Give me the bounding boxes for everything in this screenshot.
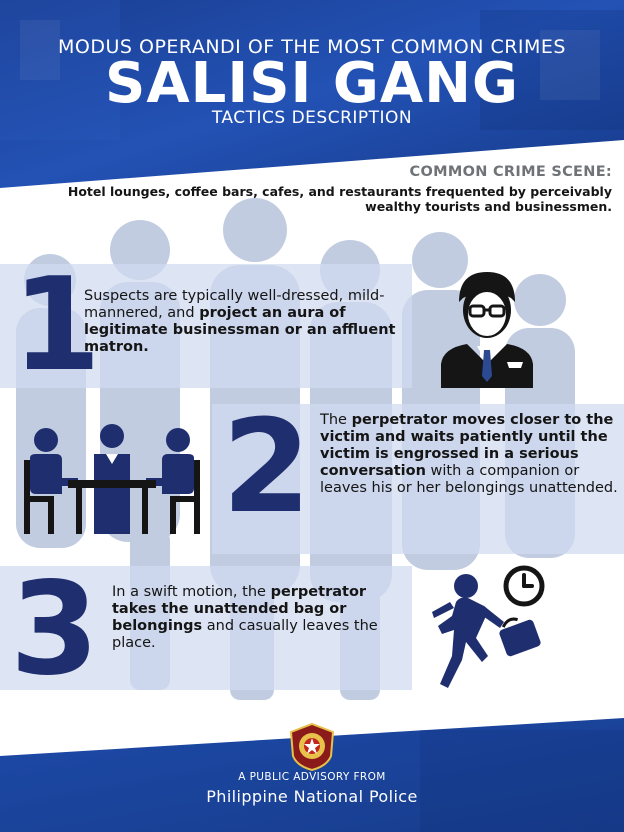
header-banner: MODUS OPERANDI OF THE MOST COMMON CRIMES… (0, 0, 624, 190)
step-3-number: 3 (10, 555, 100, 704)
crime-scene-label: COMMON CRIME SCENE: (409, 164, 612, 180)
footer-banner (0, 718, 624, 832)
step-2-text-part: The (320, 412, 352, 428)
businessman-icon (441, 272, 533, 388)
step-3-text: In a swift motion, the perpetrator takes… (112, 584, 410, 652)
meeting-icon (24, 424, 200, 534)
header-background (0, 0, 624, 188)
pnp-logo-icon (289, 722, 335, 772)
step-1-text: Suspects are typically well-dressed, mil… (84, 288, 409, 356)
step-3-text-part: In a swift motion, the (112, 584, 271, 600)
step-1-text-emphasis: project an aura of legitimate businessma… (84, 305, 396, 355)
header-tagline: TACTICS DESCRIPTION (211, 108, 413, 128)
step-2-text: The perpetrator moves closer to the vict… (320, 412, 618, 497)
step-2-text-emphasis: perpetrator moves closer to the victim a… (320, 412, 614, 479)
crime-scene-block: COMMON CRIME SCENE: Hotel lounges, coffe… (12, 164, 612, 214)
crime-scene-description: Hotel lounges, coffee bars, cafes, and r… (67, 184, 612, 214)
step-3-band (0, 566, 412, 690)
running-thief-icon (432, 565, 545, 688)
step-3-text-part: and casually leaves the place. (112, 618, 378, 651)
footer-advisory: A PUBLIC ADVISORY FROM (238, 771, 386, 783)
step-1-text-part: Suspects are typically well-dressed, mil… (84, 288, 385, 321)
step-2-number: 2 (222, 393, 312, 542)
step-2-text-part: with a companion or leaves his or her be… (320, 463, 618, 496)
step-3-text-emphasis: perpetrator takes the unattended bag or … (112, 584, 367, 634)
header-subtitle: MODUS OPERANDI OF THE MOST COMMON CRIMES (58, 36, 566, 58)
header-title: SALISI GANG (105, 51, 519, 116)
step-2-band (212, 404, 624, 554)
step-1-number: 1 (12, 251, 102, 400)
footer-agency: Philippine National Police (206, 787, 418, 806)
step-1-band (0, 264, 412, 388)
